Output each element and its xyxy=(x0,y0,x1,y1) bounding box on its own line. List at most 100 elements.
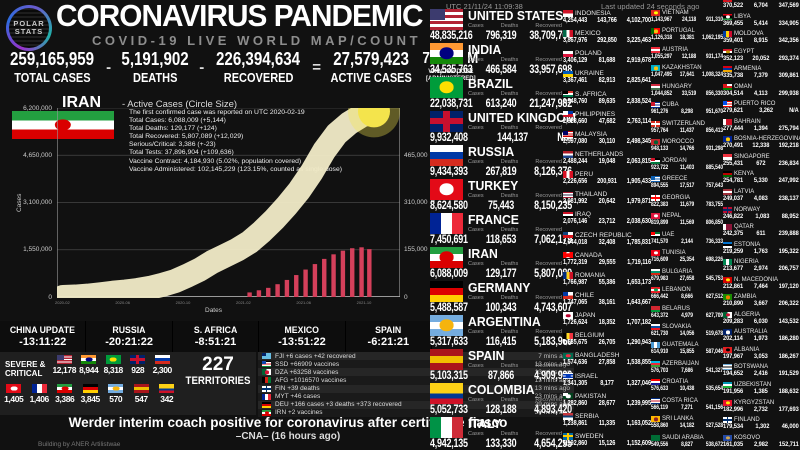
stat-value: 161,035 xyxy=(723,440,744,448)
flag-icon-pr xyxy=(723,101,732,108)
stat-value: 17,517 xyxy=(679,182,695,190)
country-row-header: POLAND xyxy=(563,50,651,57)
stat-value: 186,280 xyxy=(778,335,799,343)
xaxis-tick-label: 2020-10 xyxy=(175,300,191,305)
country-name: AUSTRALIA xyxy=(734,329,768,336)
stat-value: 18,381 xyxy=(679,34,695,42)
stat-value: 1,008,324 xyxy=(701,71,723,79)
country-row-header: SINGAPORE xyxy=(723,153,799,160)
stat-value: 143,766 xyxy=(597,17,617,24)
country-row: THAILAND 2,081,992 20,642 1,979,871 xyxy=(563,191,651,205)
stats-header-label: Cases xyxy=(468,91,484,97)
country-row-header: BOTSWANA xyxy=(723,364,799,371)
country-row-header: CZECH REPUBLIC xyxy=(563,232,651,239)
flag-icon-tr xyxy=(6,384,22,393)
country-name: IRAQ xyxy=(575,211,591,219)
stat-value: 249,037 xyxy=(723,195,744,203)
country-name: QATAR xyxy=(734,224,754,231)
stat-value: 19,048 xyxy=(598,157,616,165)
yaxis-tick-label: 3,100,000 xyxy=(23,199,52,206)
country-column-2: INDONESIA 4,254,443 143,766 4,102,700 MEXICO… xyxy=(563,10,651,447)
severe-cell: 547 xyxy=(129,384,155,404)
stat-value: 957,764 xyxy=(651,126,669,134)
country-row: UNITED KINGDOM Cases Deaths Recovered 9,932,… xyxy=(430,110,576,144)
country-row: ZAMBIA 210,890 3,667 206,322 xyxy=(723,294,799,307)
chart-yaxis-left-label: Cases xyxy=(16,193,23,212)
country-stats: 9,932,408 144,137 N/A xyxy=(430,132,572,144)
flag-icon-gt xyxy=(651,342,660,349)
flag-icon-fr xyxy=(262,393,271,400)
stat-value: 3,262 xyxy=(759,107,774,115)
country-stats: 1,282,860 28,677 1,239,995 xyxy=(563,400,651,407)
flag-icon-qa xyxy=(723,224,732,231)
stats-header-label: Cases xyxy=(468,295,484,301)
country-stats: 1,766,987 55,386 1,653,173 xyxy=(563,279,651,286)
country-row: IRAQ 2,076,146 23,712 2,038,630 xyxy=(563,211,651,225)
country-stats: 1,772,319 29,555 1,719,116 xyxy=(563,259,651,266)
flag-emblem xyxy=(439,319,454,331)
stats-header-label: Cases xyxy=(468,23,484,29)
stats-header-label: Cases xyxy=(468,329,484,335)
country-stats: 566,119 7,271 541,156 xyxy=(651,404,723,411)
country-row-header: CROATIA xyxy=(651,379,723,386)
flag-icon-br xyxy=(105,355,121,364)
stat-value: 14,182 xyxy=(679,422,695,430)
stat-value: 611 xyxy=(756,230,766,238)
flag-emblem xyxy=(725,400,730,405)
flag-icon-cl xyxy=(563,292,573,299)
stat-value: 856,413 xyxy=(705,126,723,134)
flag-icon-au xyxy=(723,329,732,336)
severe-value: 3,845 xyxy=(80,394,101,404)
flag-cross xyxy=(442,110,451,132)
country-row-header: SRI LANKA xyxy=(651,416,723,423)
country-row-header: JORDAN xyxy=(651,157,723,164)
stat-value: 275,794 xyxy=(778,124,799,132)
chart-country-title: IRAN xyxy=(62,94,102,111)
stat-value: 1,290,943 xyxy=(626,339,651,347)
stat-value: 4,654,295 xyxy=(534,438,572,450)
country-row-header: ETHIOPIA xyxy=(723,0,799,2)
flag-icon-jp xyxy=(563,312,573,319)
xaxis-tick-label: 2020-02 xyxy=(55,300,70,305)
country-name: SAUDI ARABIA xyxy=(662,434,704,441)
country-row: AUSTRALIA 202,114 1,973 186,280 xyxy=(723,329,799,342)
stat-value: 129,177 xyxy=(485,268,517,280)
country-row: VIETNAM 1,143,967 24,118 911,310 xyxy=(651,10,723,23)
stats-header-label: Deaths xyxy=(500,261,519,267)
flag-icon-th xyxy=(563,191,573,199)
feed-row: FIN +39 deaths 13 mins ago xyxy=(258,384,574,393)
country-row: BANGLADESH 1,574,636 27,858 1,538,855 xyxy=(563,352,651,366)
country-row-header: UKRAINE xyxy=(563,70,651,77)
stat-value: 541,156 xyxy=(705,403,723,411)
country-name: SPAIN xyxy=(468,348,505,363)
stat-value: 558,860 xyxy=(651,422,669,430)
stats-header-label: Deaths xyxy=(500,329,519,335)
country-row: SPAIN Cases Deaths Recovered 5,103,315 87,866… xyxy=(430,348,572,382)
flag-icon-in xyxy=(81,355,97,364)
stat-value: 2,488,244 xyxy=(563,157,588,165)
stat-value: 177,693 xyxy=(778,405,799,413)
stat-value: 10,438 xyxy=(679,385,695,393)
stats-header-label: Recovered xyxy=(535,57,562,63)
stats-header-label: Recovered xyxy=(535,91,562,97)
stats-header-label: Recovered xyxy=(535,431,562,437)
update-time: -8:51:21 xyxy=(194,336,237,348)
stats-header-label: Recovered xyxy=(535,125,562,131)
chart-subtitle: - Active Cases (Circle Size) xyxy=(122,99,238,110)
stat-value: 335,738 xyxy=(723,72,744,80)
stat-value: 5,330 xyxy=(753,177,768,185)
stat-total-cases: 259,165,959 TOTAL CASES xyxy=(2,49,102,86)
credit-text: Building by ANER Artilistwae xyxy=(38,441,121,448)
feed-row: SSD +66909 vaccines 13 mins ago xyxy=(258,360,574,369)
stats-header-label: Cases xyxy=(468,193,484,199)
country-row: ALBANIA 197,967 3,053 186,267 xyxy=(723,346,799,360)
stats-header-label: Recovered xyxy=(535,363,562,369)
country-row-header: PERU xyxy=(563,171,651,178)
flag-emblem xyxy=(725,313,730,317)
flag-cross xyxy=(654,194,657,201)
country-row-header: AZERBAIJAN xyxy=(651,360,723,367)
flag-icon-bg xyxy=(651,268,660,275)
country-row: ROMANIA 1,766,987 55,386 1,653,173 xyxy=(563,272,651,286)
country-name: BANGLADESH xyxy=(575,352,620,360)
severe-critical-label: SEVERE & CRITICAL xyxy=(5,360,45,378)
